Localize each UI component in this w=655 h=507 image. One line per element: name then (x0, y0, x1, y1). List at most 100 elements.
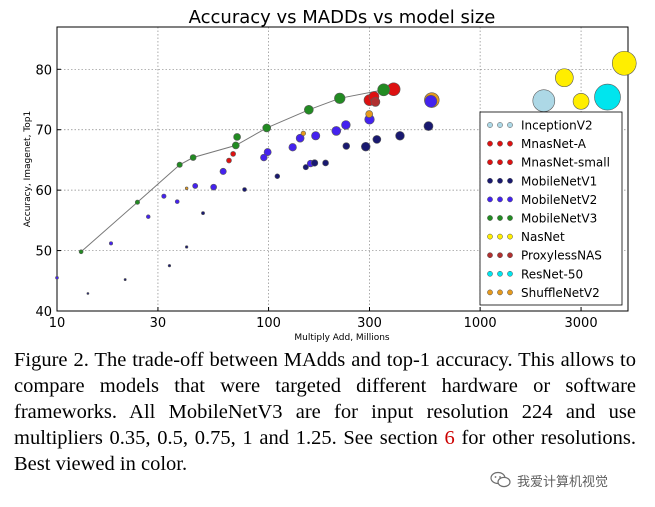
caption-text-end: for other resolutions. Best viewed in co… (14, 427, 636, 475)
legend-marker-shufflenetv2 (487, 289, 493, 296)
point-mobilenetv1 (302, 164, 309, 171)
legend: InceptionV2 MnasNet-A MnasNet-small MobileN… (479, 111, 623, 306)
x-axis-label: Multiply Add, Millions (294, 333, 390, 343)
legend-label-mnasnet-small: MnasNet-small (521, 156, 610, 170)
legend-marker-mnasnet-a (507, 140, 513, 147)
legend-marker-mnasnet-small (507, 159, 513, 166)
legend-label-mobilenetv1: MobileNetV1 (521, 174, 597, 188)
legend-label-shufflenetv2: ShuffleNetV2 (521, 286, 600, 300)
legend-marker-nasnet (507, 233, 513, 240)
point-proxylessnas (370, 97, 381, 107)
point-mobilenetv1 (423, 121, 434, 131)
legend-marker-resnet-50 (497, 270, 503, 277)
y-tick-label: 60 (35, 184, 52, 199)
legend-marker-shufflenetv2 (497, 289, 503, 296)
legend-label-proxylessnas: ProxylessNAS (521, 249, 602, 263)
point-nasnet (572, 93, 590, 110)
legend-box (479, 111, 623, 306)
legend-label-inceptionv2: InceptionV2 (521, 119, 593, 133)
legend-label-mobilenetv3: MobileNetV3 (521, 212, 597, 226)
point-mobilenetv1 (86, 292, 90, 295)
point-mobilenetv2 (219, 167, 227, 175)
chart: Accuracy vs MADDs vs model size 10 30 100 3… (23, 7, 637, 343)
legend-marker-mobilenetv3 (497, 215, 503, 221)
legend-marker-mobilenetv2 (487, 196, 493, 203)
legend-marker-nasnet (487, 233, 493, 240)
point-inceptionv2 (532, 89, 556, 113)
point-mobilenetv3 (231, 141, 240, 150)
point-mobilenetv3 (189, 154, 197, 161)
point-mobilenetv1 (123, 278, 127, 281)
wechat-icon (490, 471, 511, 488)
point-resnet-50 (594, 83, 621, 111)
legend-marker-mobilenetv2 (497, 196, 503, 203)
point-mobilenetv2 (341, 120, 351, 130)
x-tick-label: 100 (256, 316, 281, 331)
x-tick-label: 30 (150, 316, 167, 331)
data-points (55, 50, 637, 295)
point-nasnet (555, 68, 574, 88)
legend-marker-mnasnet-small (487, 159, 493, 166)
legend-marker-mnasnet-a (487, 140, 493, 147)
section-reference-link[interactable]: 6 (444, 427, 455, 449)
point-mobilenetv2 (161, 193, 167, 199)
point-mobilenetv2 (55, 275, 59, 280)
point-mobilenetv3 (304, 104, 314, 115)
legend-label-mobilenetv2: MobileNetV2 (521, 193, 597, 207)
point-mobilenetv3 (134, 199, 140, 205)
point-mobilenetv2 (210, 183, 217, 191)
legend-label-resnet-50: ResNet-50 (521, 267, 583, 281)
frontier-curve (80, 89, 384, 253)
point-shufflenetv2 (184, 186, 189, 191)
legend-marker-nasnet (497, 233, 503, 240)
legend-marker-inceptionv2 (507, 122, 513, 128)
x-tick-label: 3000 (565, 316, 598, 331)
point-mobilenetv1 (242, 187, 247, 192)
y-tick-label: 70 (35, 124, 52, 139)
legend-marker-proxylessnas (497, 252, 503, 259)
point-mobilenetv3 (233, 133, 241, 141)
legend-marker-resnet-50 (507, 270, 513, 277)
point-mobilenetv3 (78, 249, 84, 255)
point-mobilenetv2 (174, 199, 180, 204)
y-tick-label: 50 (35, 245, 52, 260)
point-mobilenetv1 (395, 131, 405, 141)
x-tick-label: 300 (357, 316, 382, 331)
x-tick-label: 10 (49, 316, 66, 331)
point-mobilenetv3 (334, 92, 346, 104)
point-mobilenetv1 (372, 135, 382, 144)
point-mobilenetv3 (176, 161, 183, 168)
point-mobilenetv2 (260, 153, 268, 162)
y-tick-label: 80 (35, 63, 52, 78)
plot-frame (56, 26, 629, 312)
watermark-text: 我爱计算机视觉 (517, 474, 609, 490)
point-mobilenetv2 (311, 131, 321, 141)
point-mobilenetv1 (167, 264, 172, 268)
legend-marker-inceptionv2 (497, 122, 503, 128)
point-mobilenetv1 (185, 245, 189, 249)
chart-title: Accuracy vs MADDs vs model size (189, 7, 496, 28)
legend-marker-mnasnet-small (497, 159, 503, 166)
legend-marker-inceptionv2 (487, 122, 493, 128)
axis-ticks: 10 30 100 300 1000 3000 40 50 60 70 80 (35, 63, 597, 331)
point-mobilenetv3 (377, 83, 390, 97)
legend-marker-mobilenetv3 (487, 215, 493, 221)
point-mobilenetv2 (146, 214, 151, 219)
legend-marker-mobilenetv1 (487, 177, 493, 184)
point-mobilenetv1 (342, 142, 350, 150)
legend-label-nasnet: NasNet (521, 230, 565, 244)
legend-marker-proxylessnas (487, 252, 493, 259)
y-tick-label: 40 (35, 305, 52, 320)
point-mobilenetv2 (424, 95, 438, 108)
point-mobilenetv1 (310, 159, 319, 167)
point-nasnet (611, 50, 637, 76)
point-mobilenetv3 (262, 123, 272, 133)
legend-marker-mnasnet-a (497, 140, 503, 147)
watermark: 我爱计算机视觉 (490, 470, 608, 490)
x-tick-label: 1000 (464, 316, 497, 331)
legend-marker-mobilenetv1 (497, 177, 503, 184)
legend-marker-proxylessnas (507, 252, 513, 259)
point-mobilenetv2 (263, 148, 272, 156)
y-axis-label: Accuracy, Imagenet, Top1 (23, 111, 33, 227)
legend-marker-mobilenetv3 (507, 215, 513, 221)
